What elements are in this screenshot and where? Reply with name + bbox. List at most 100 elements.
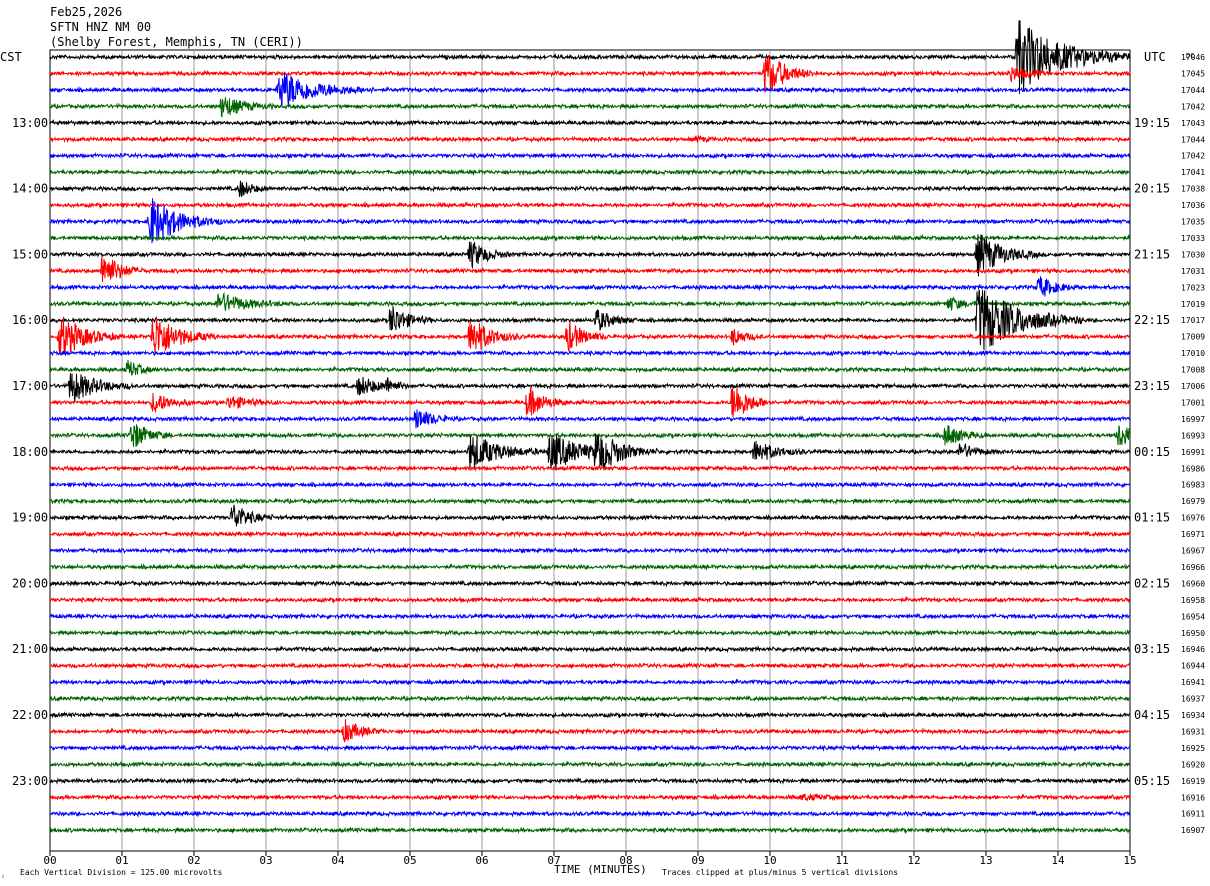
dc-offset-label: 16993 (1181, 431, 1205, 440)
dc-offset-label: 17038 (1181, 185, 1205, 194)
dc-offset-label: 17033 (1181, 234, 1205, 243)
x-tick-label: 06 (475, 854, 488, 867)
x-tick-label: 11 (835, 854, 848, 867)
seismic-trace (49, 678, 1131, 687)
dc-column-header: DC (1186, 52, 1194, 60)
seismic-trace (49, 743, 1131, 752)
right-hour-label: 00:15 (1134, 445, 1170, 459)
dc-offset-label: 17042 (1181, 102, 1205, 111)
right-hour-label: 05:15 (1134, 774, 1170, 788)
seismic-trace (49, 291, 1131, 311)
seismic-trace (49, 20, 1131, 94)
dc-offset-label: 17023 (1181, 283, 1205, 292)
dc-offset-label: 16925 (1181, 744, 1205, 753)
seismic-trace (49, 135, 1131, 144)
right-timezone-label: UTC (1144, 50, 1166, 64)
x-tick-label: 09 (691, 854, 704, 867)
seismic-trace (49, 373, 1131, 402)
dc-offset-labels: 17046 17045 17044 17042 17043 17044 17042 17041… (1181, 53, 1205, 835)
seismic-trace (50, 776, 1131, 785)
dc-offset-label: 16950 (1181, 629, 1205, 638)
seismic-trace (49, 562, 1130, 572)
dc-offset-label: 16916 (1181, 793, 1205, 802)
left-hour-labels: 13:00 14:00 15:00 16:00 17:00 18:00 19:00 20:00… (12, 116, 48, 788)
seismic-trace (49, 760, 1131, 769)
seismic-trace (49, 386, 1131, 418)
seismic-trace (49, 316, 1131, 356)
dc-offset-label: 17041 (1181, 168, 1205, 177)
dc-offset-label: 16966 (1181, 563, 1205, 572)
clip-note: Traces clipped at plus/minus 5 vertical … (662, 868, 898, 877)
x-axis: 00 01 02 03 04 05 06 07 08 09 10 11 12 13 14 15 (43, 851, 1137, 867)
left-hour-label: 14:00 (12, 182, 48, 196)
seismic-trace (49, 97, 1131, 118)
left-timezone-label: CST (0, 50, 22, 64)
seismic-trace (49, 359, 1131, 376)
x-tick-label: 10 (763, 854, 776, 867)
dc-offset-label: 16986 (1181, 464, 1205, 473)
seismic-trace (49, 504, 1131, 527)
seismic-trace (49, 276, 1131, 297)
dc-offset-label: 16946 (1181, 645, 1205, 654)
dc-offset-label: 17042 (1181, 152, 1205, 161)
seismic-trace (49, 497, 1131, 506)
right-hour-label: 04:15 (1134, 708, 1170, 722)
seismic-trace (49, 719, 1131, 743)
right-hour-label: 21:15 (1134, 247, 1170, 261)
seismic-trace (49, 72, 1131, 107)
right-hour-label: 01:15 (1134, 511, 1170, 525)
seismic-trace (49, 595, 1131, 604)
right-hour-labels: 19:15 20:15 21:15 22:15 23:15 00:15 01:15 02:15… (1134, 116, 1170, 788)
seismic-trace (49, 793, 1131, 802)
seismic-trace (49, 612, 1131, 621)
dc-offset-label: 16931 (1181, 727, 1205, 736)
dc-offset-label: 17001 (1181, 398, 1205, 407)
dc-offset-label: 16983 (1181, 481, 1205, 490)
dc-offset-label: 17009 (1181, 333, 1205, 342)
dc-offset-label: 16920 (1181, 760, 1205, 769)
dc-offset-label: 17036 (1181, 201, 1205, 210)
right-hour-label: 19:15 (1134, 116, 1170, 130)
right-hour-label: 22:15 (1134, 313, 1170, 327)
dc-offset-label: 16937 (1181, 695, 1205, 704)
seismic-trace (49, 349, 1131, 358)
dc-offset-label: 17031 (1181, 267, 1205, 276)
dc-offset-label: 16911 (1181, 810, 1205, 819)
seismic-trace (49, 180, 1131, 197)
x-tick-label: 12 (907, 854, 920, 867)
dc-offset-label: 16958 (1181, 596, 1205, 605)
left-hour-label: 20:00 (12, 576, 48, 590)
x-tick-label: 08 (619, 854, 632, 867)
dc-offset-label: 16919 (1181, 777, 1205, 786)
x-tick-label: 05 (403, 854, 416, 867)
x-tick-label: 01 (115, 854, 128, 867)
dc-offset-label: 17010 (1181, 349, 1205, 358)
dc-offset-label: 17046 (1181, 53, 1205, 62)
seismic-trace (49, 409, 1131, 429)
left-hour-label: 17:00 (12, 379, 48, 393)
dc-offset-label: 17017 (1181, 316, 1205, 325)
x-tick-label: 13 (979, 854, 992, 867)
right-hour-label: 03:15 (1134, 642, 1170, 656)
dc-offset-label: 16997 (1181, 415, 1205, 424)
left-hour-label: 23:00 (12, 774, 48, 788)
station-label: SFTN HNZ NM 00 (50, 20, 151, 34)
dc-offset-label: 17030 (1181, 250, 1205, 259)
seismic-trace (49, 826, 1130, 835)
plot-footer: ⁁ Each Vertical Division = 125.00 microv… (1, 863, 898, 878)
left-hour-label: 22:00 (12, 708, 48, 722)
seismic-trace (49, 480, 1131, 489)
scale-note: Each Vertical Division = 125.00 microvol… (20, 868, 222, 877)
left-hour-label: 19:00 (12, 511, 48, 525)
x-tick-label: 02 (187, 854, 200, 867)
dc-offset-label: 17008 (1181, 366, 1205, 375)
dc-offset-label: 16907 (1181, 826, 1205, 835)
seismic-trace (49, 546, 1131, 555)
dc-offset-label: 17035 (1181, 218, 1205, 227)
dc-offset-label: 16941 (1181, 678, 1205, 687)
seismic-trace (49, 530, 1131, 539)
seismic-traces (49, 20, 1131, 835)
x-tick-label: 04 (331, 854, 345, 867)
dc-offset-label: 16944 (1181, 662, 1205, 671)
location-label: (Shelby Forest, Memphis, TN (CERI)) (50, 35, 303, 49)
